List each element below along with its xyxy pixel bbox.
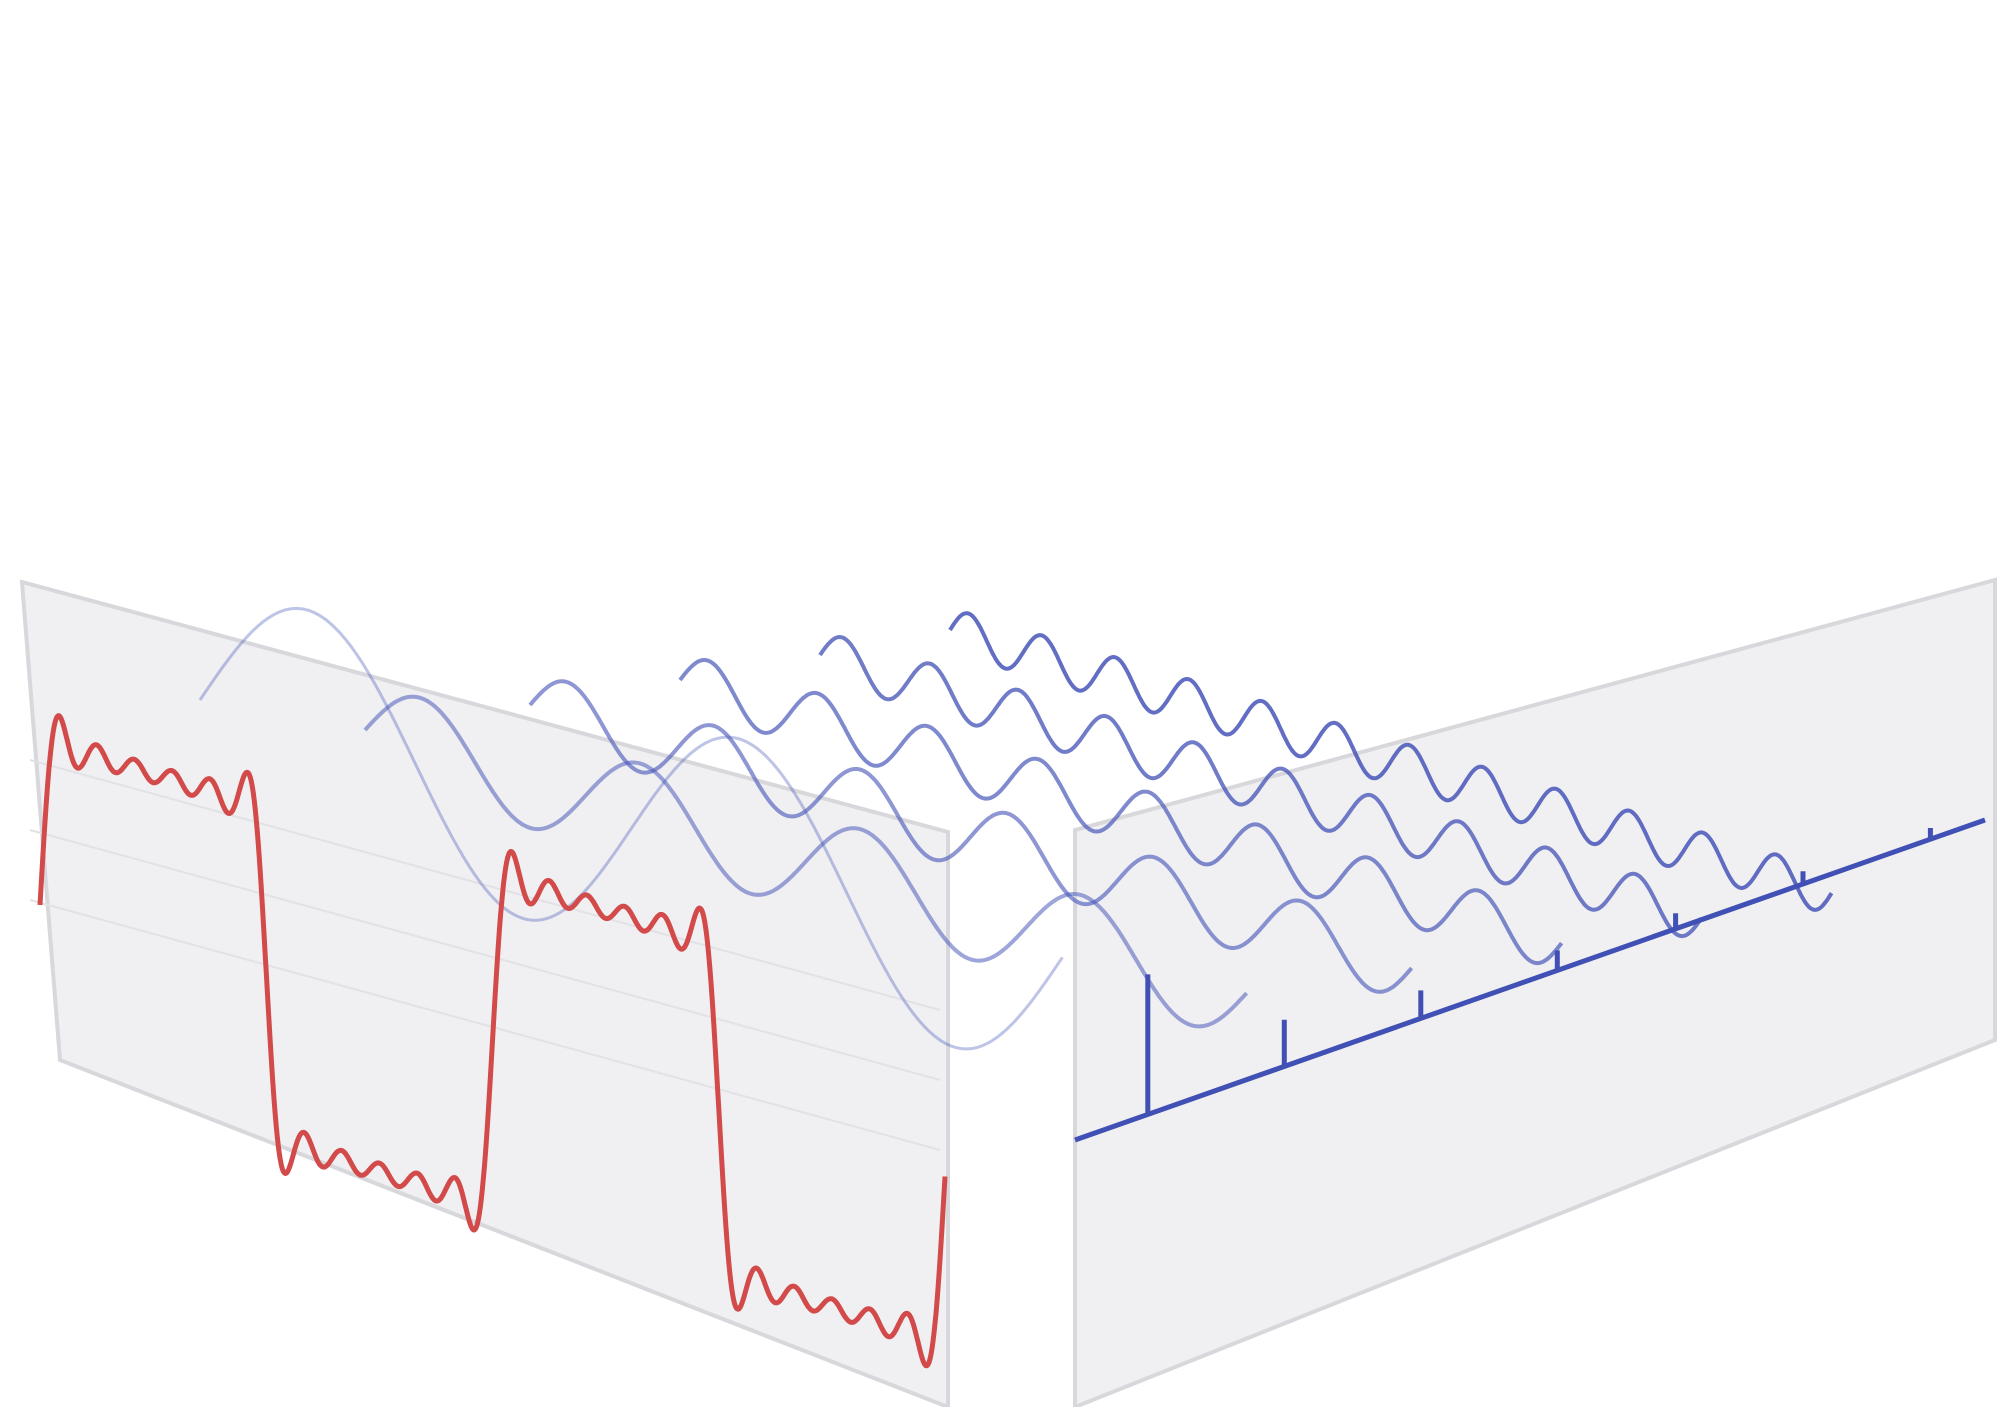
harmonic-wave-3 xyxy=(363,694,1249,1029)
panel-guide-line xyxy=(29,829,941,1081)
frequency-spectrum xyxy=(1074,817,1986,1143)
square-wave xyxy=(37,713,948,1369)
frequency-domain-panel xyxy=(1073,577,1997,1407)
harmonic-waves xyxy=(198,606,1834,1051)
harmonic-wave-5 xyxy=(528,679,1414,994)
square-wave-group xyxy=(37,713,948,1369)
panel-guide-line xyxy=(29,759,941,1011)
panel-guide-line xyxy=(29,899,941,1151)
frequency-axis xyxy=(1074,817,1986,1143)
harmonic-wave-11 xyxy=(948,611,1834,912)
time-domain-panel xyxy=(19,579,950,1407)
harmonic-wave-7 xyxy=(678,658,1564,966)
harmonic-wave-1 xyxy=(198,606,1064,1051)
harmonic-wave-9 xyxy=(818,635,1704,939)
background-panels xyxy=(19,577,1997,1407)
